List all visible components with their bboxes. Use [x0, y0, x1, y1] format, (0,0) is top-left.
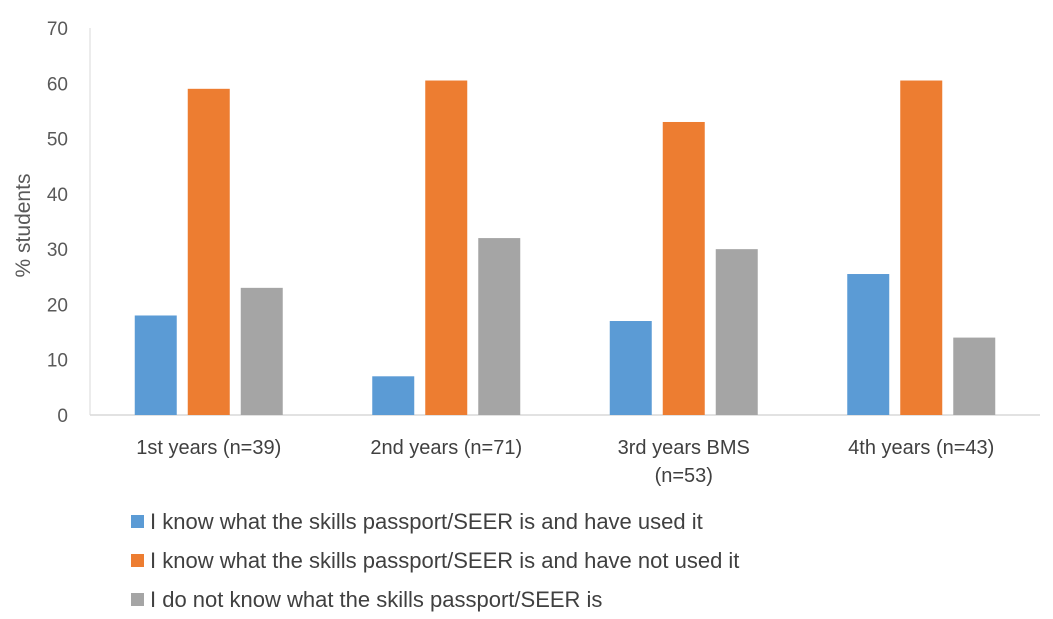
legend-swatch [131, 554, 144, 567]
bar-series3-cat2 [478, 238, 521, 415]
y-tick-label: 50 [47, 130, 68, 151]
bar-series3-cat3 [715, 249, 758, 415]
y-axis-title: % students [12, 174, 35, 278]
y-tick-label: 70 [47, 19, 68, 40]
y-tick-label: 60 [47, 74, 68, 95]
y-axis: 0 10 20 30 40 50 60 70 [47, 19, 91, 427]
x-category-label: 1st years (n=39) [136, 437, 281, 459]
bar-series3-cat1 [240, 287, 283, 415]
legend-swatch [131, 515, 144, 528]
y-tick-label: 30 [47, 240, 68, 261]
legend-label: I do not know what the skills passport/S… [150, 587, 602, 612]
x-category-label: (n=53) [655, 465, 713, 487]
category-labels: 1st years (n=39) 2nd years (n=71) 3rd year… [136, 437, 994, 487]
x-category-label: 2nd years (n=71) [370, 437, 522, 459]
bar-series1-cat3 [609, 321, 652, 415]
bar-series1-cat2 [372, 376, 415, 415]
legend-label: I know what the skills passport/SEER is … [150, 509, 703, 534]
legend-label: I know what the skills passport/SEER is … [150, 548, 739, 573]
bar-series2-cat2 [425, 80, 468, 416]
y-tick-label: 20 [47, 295, 68, 316]
bar-series2-cat4 [900, 80, 943, 416]
bar-series1-cat4 [847, 274, 890, 415]
x-category-label: 4th years (n=43) [848, 437, 994, 459]
y-tick-label: 40 [47, 185, 68, 206]
bars [134, 80, 996, 416]
bar-series2-cat3 [662, 121, 705, 415]
legend-swatch [131, 593, 144, 606]
bar-series1-cat1 [134, 315, 177, 415]
bar-series3-cat4 [953, 337, 996, 415]
y-tick-label: 0 [57, 406, 68, 427]
y-tick-label: 10 [47, 351, 68, 372]
bar-series2-cat1 [187, 88, 230, 416]
legend: I know what the skills passport/SEER is … [131, 509, 739, 612]
x-category-label: 3rd years BMS [618, 437, 750, 459]
